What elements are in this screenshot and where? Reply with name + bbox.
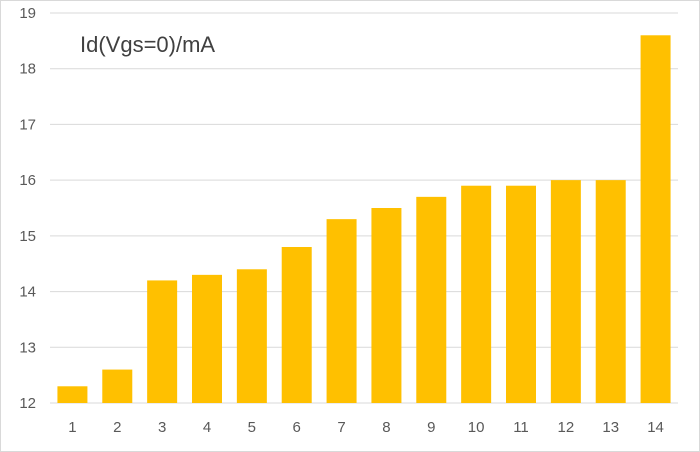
- bar-2: [102, 369, 133, 403]
- x-tick-label: 2: [113, 419, 121, 436]
- bar-12: [550, 180, 581, 403]
- x-tick-label: 11: [513, 419, 529, 436]
- bar-9: [416, 196, 447, 403]
- bar-5: [236, 269, 267, 403]
- x-tick-label: 14: [647, 419, 664, 436]
- x-axis-tick-labels: 1 2 3 4 5 6 7 8 9 10 11 12 13 14: [68, 419, 664, 436]
- y-tick-label: 18: [19, 61, 36, 78]
- bar-8: [371, 208, 402, 403]
- x-tick-label: 13: [602, 419, 619, 436]
- bar-4: [192, 274, 222, 403]
- x-tick-label: 9: [427, 419, 435, 436]
- y-tick-label: 16: [19, 172, 36, 189]
- x-tick-label: 3: [158, 419, 166, 436]
- gridlines: [50, 12, 678, 404]
- bar-11: [506, 185, 536, 403]
- x-tick-label: 10: [468, 419, 485, 436]
- x-tick-label: 8: [382, 419, 390, 436]
- bar-1: [57, 386, 88, 403]
- y-tick-label: 13: [19, 339, 36, 356]
- bar-14: [640, 35, 671, 404]
- bars: [57, 35, 671, 404]
- x-tick-label: 6: [293, 419, 301, 436]
- x-tick-label: 5: [248, 419, 256, 436]
- y-axis-tick-labels: 12 13 14 15 16 17 18 19: [19, 5, 36, 412]
- bar-3: [147, 280, 178, 403]
- y-tick-label: 17: [19, 116, 36, 133]
- y-tick-label: 12: [19, 395, 36, 412]
- x-tick-label: 4: [203, 419, 211, 436]
- x-tick-label: 1: [68, 419, 76, 436]
- bar-10: [461, 185, 492, 403]
- x-tick-label: 7: [337, 419, 345, 436]
- y-tick-label: 15: [19, 228, 36, 245]
- bar-6: [281, 247, 312, 403]
- y-tick-label: 14: [19, 284, 36, 301]
- x-tick-label: 12: [558, 419, 575, 436]
- chart-title: Id(Vgs=0)/mA: [80, 32, 215, 57]
- bar-7: [326, 219, 357, 403]
- bar-13: [595, 180, 626, 403]
- y-tick-label: 19: [19, 5, 36, 22]
